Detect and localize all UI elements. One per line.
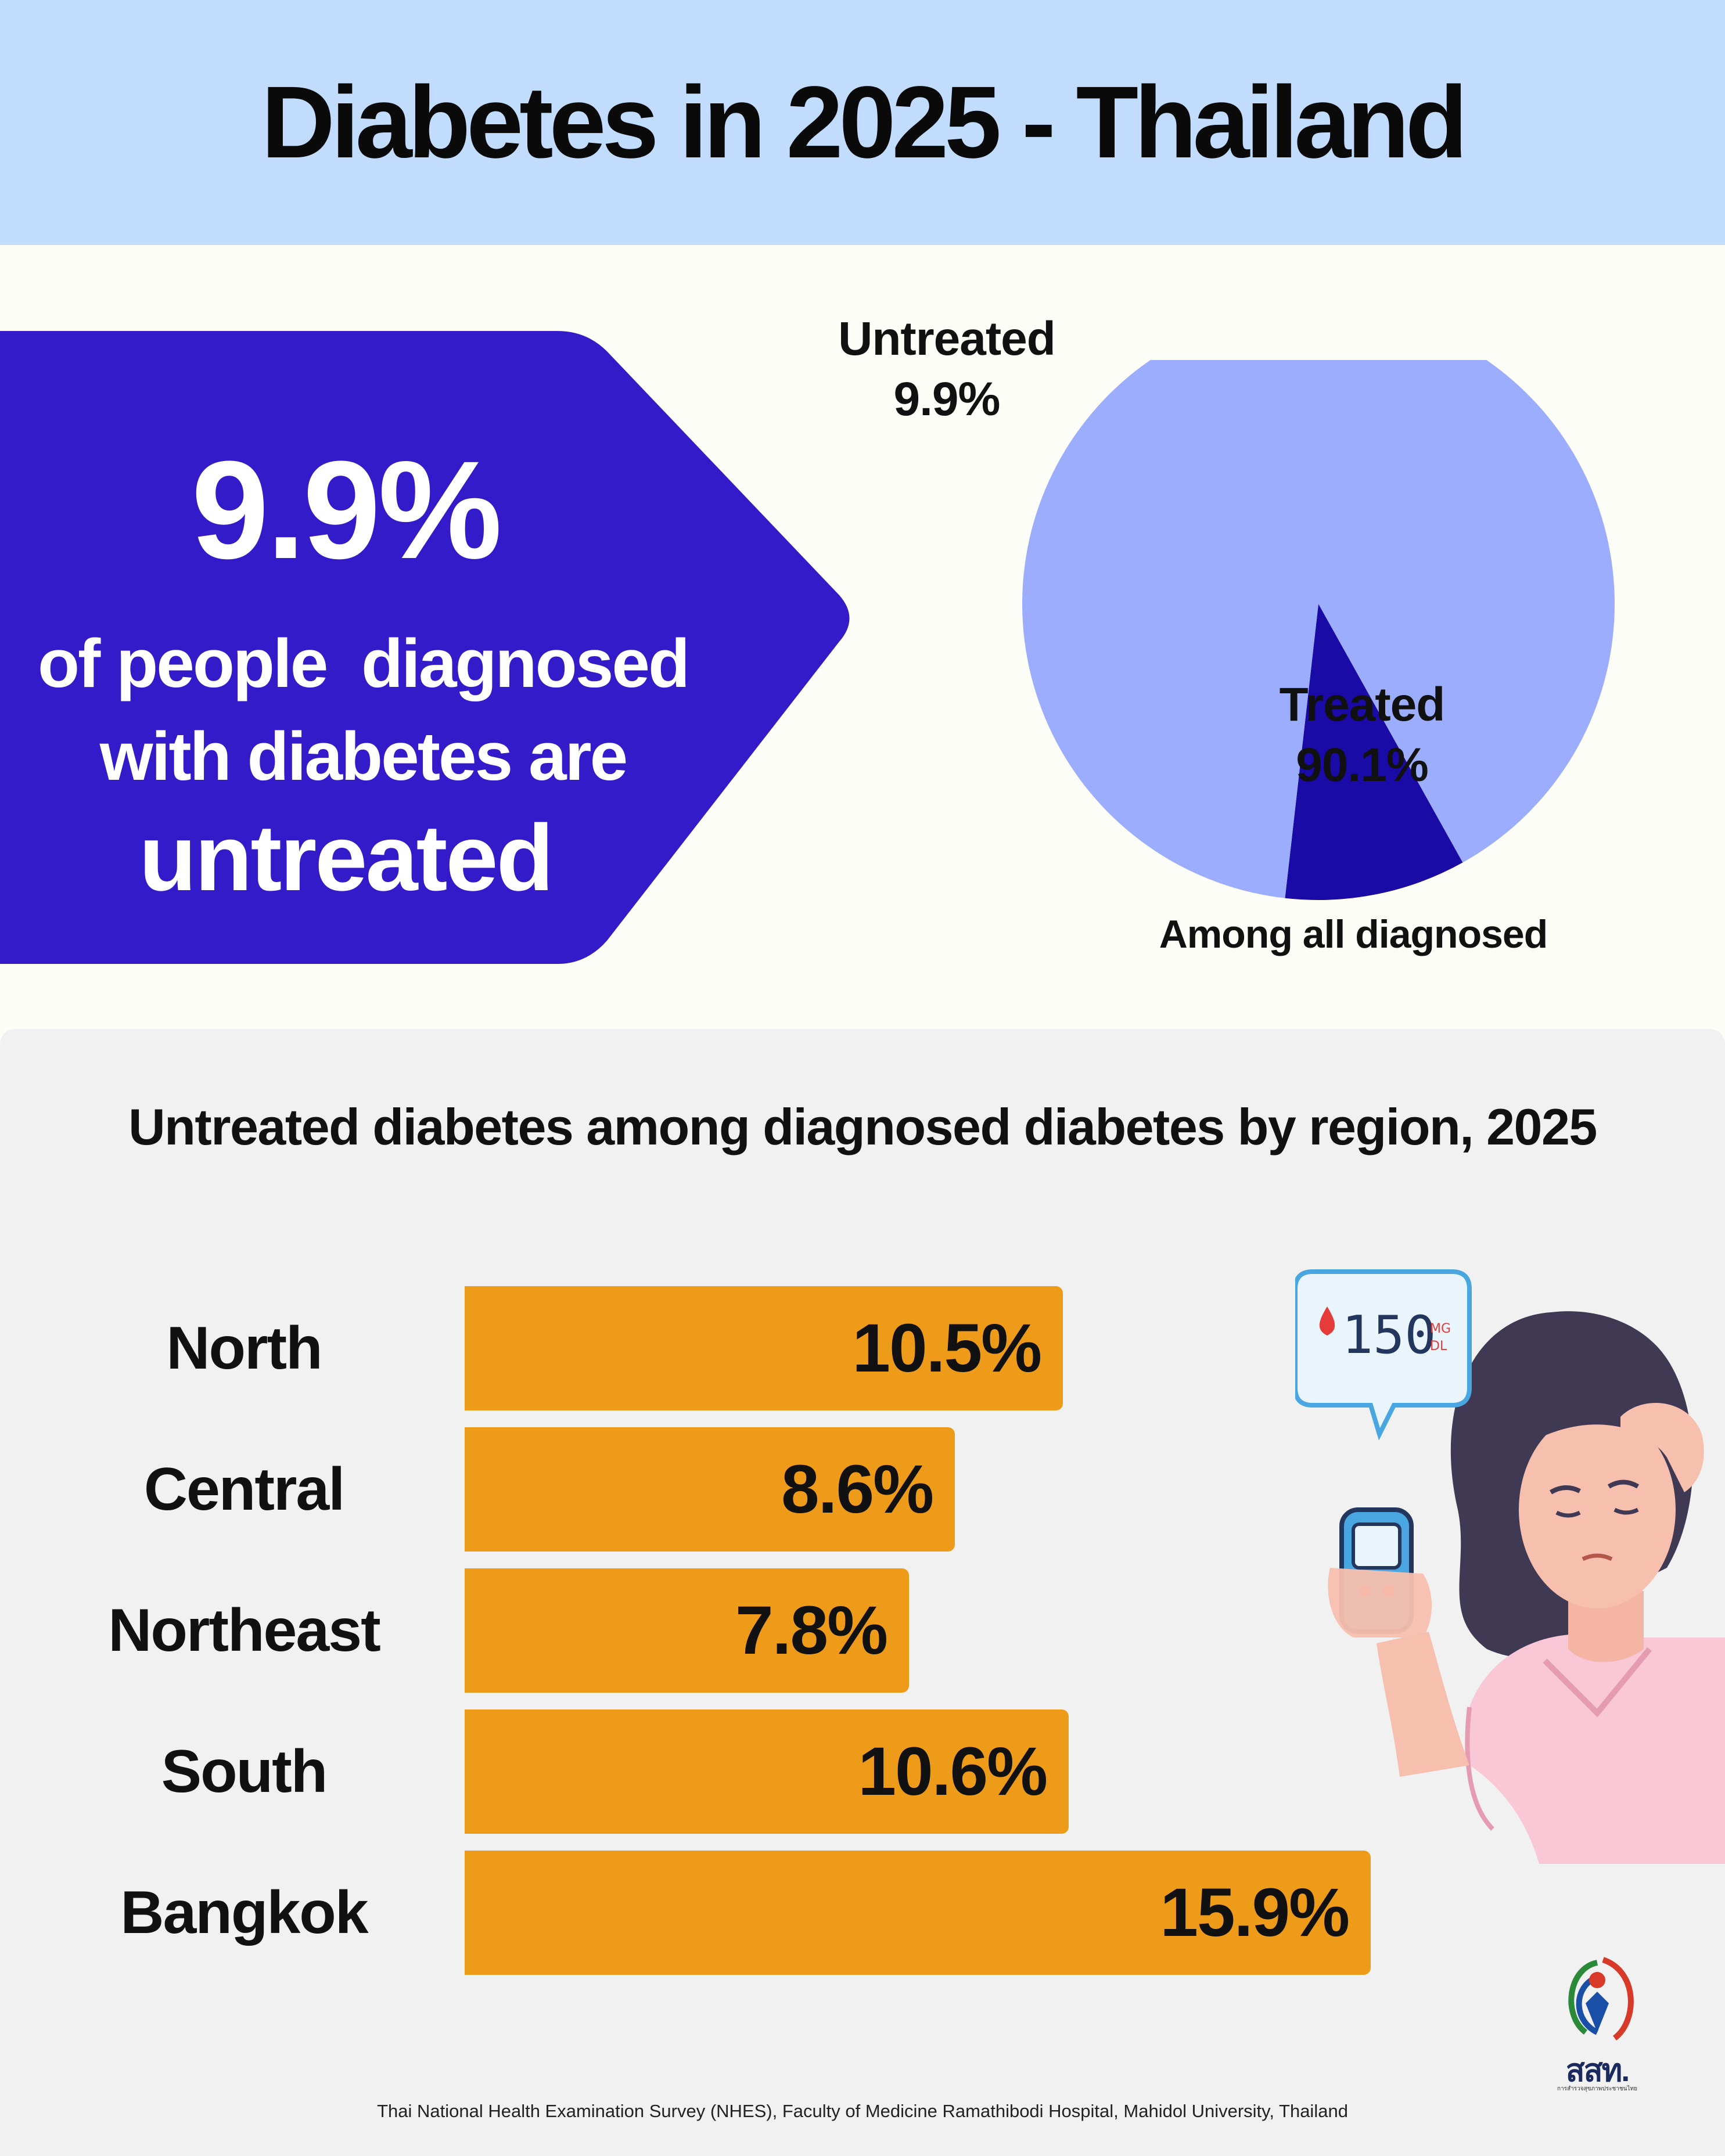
pie-value-treated: 90.1% [1296, 739, 1429, 791]
pie-value-untreated: 9.9% [893, 373, 1001, 426]
nhes-logo-icon [1568, 1957, 1634, 2040]
bar-bangkok [465, 1851, 1371, 1975]
callout-text-line: of people diagnosed [37, 625, 690, 702]
bar-value-label: 7.8% [735, 1592, 888, 1669]
callout-big-value: 9.9% [191, 432, 502, 588]
bar-value-label: 8.6% [781, 1451, 934, 1528]
pie-chart [1022, 360, 1615, 900]
bar-value-label: 15.9% [1160, 1874, 1350, 1951]
source-citation: Thai National Health Examination Survey … [377, 2101, 1348, 2121]
svg-text:DL: DL [1430, 1339, 1447, 1354]
region-label: North [166, 1315, 322, 1382]
pie-label-treated: Treated [1279, 678, 1446, 731]
logo-wordmark: สสท. [1565, 2053, 1630, 2088]
header-banner [0, 0, 1725, 245]
page-title: Diabetes in 2025 - Thailand [261, 66, 1468, 179]
logo-subtitle: การสำรวจสุขภาพประชาชนไทย [1557, 2086, 1637, 2092]
callout-text-line: with diabetes are [99, 718, 628, 795]
pie-caption: Among all diagnosed [1159, 912, 1548, 956]
bar-north [465, 1286, 1063, 1410]
bar-central [465, 1427, 955, 1552]
bar-south [465, 1709, 1069, 1834]
region-label: Central [143, 1456, 345, 1523]
callout-emphasis: untreated [139, 805, 554, 910]
region-label: Northeast [108, 1597, 380, 1664]
bar-value-label: 10.6% [858, 1733, 1048, 1810]
woman-with-glucose-meter-illustration: 150 MG DL [1295, 1269, 1725, 1864]
pie-slice-untreated [1285, 604, 1463, 900]
region-label: Bangkok [120, 1879, 368, 1946]
pie-slice-treated [1022, 360, 1615, 898]
bar-northeast [465, 1568, 909, 1693]
svg-text:MG: MG [1430, 1322, 1451, 1336]
glucose-reading-text: 150 [1342, 1305, 1436, 1366]
bar-value-label: 10.5% [852, 1310, 1042, 1387]
pie-label-untreated: Untreated [838, 312, 1056, 365]
region-label: South [161, 1738, 328, 1805]
bar-chart-title: Untreated diabetes among diagnosed diabe… [128, 1098, 1597, 1156]
callout-arrow-shape [0, 331, 850, 964]
